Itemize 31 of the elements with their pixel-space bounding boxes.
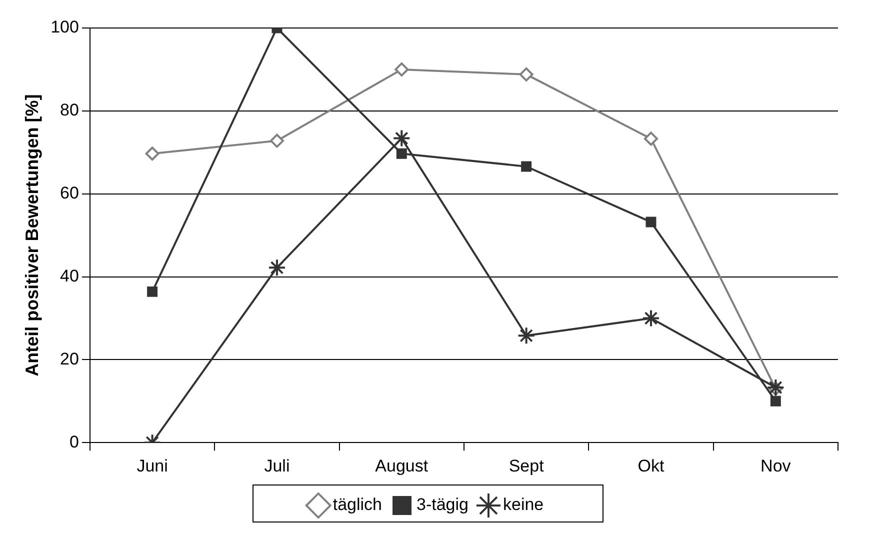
legend-label: täglich — [332, 495, 382, 514]
point — [646, 216, 656, 228]
point — [644, 132, 658, 146]
point — [642, 309, 660, 328]
point — [392, 129, 411, 148]
x-tick-label: Nov — [760, 456, 792, 476]
point — [147, 286, 158, 297]
point — [145, 146, 160, 161]
point — [519, 67, 534, 82]
y-tick-label: 60 — [60, 184, 79, 203]
y-tick-label: 80 — [60, 100, 79, 120]
point — [770, 396, 781, 406]
x-tick-label: Juni — [136, 456, 168, 476]
y-tick-label: 40 — [60, 266, 79, 286]
legend-label: keine — [502, 495, 544, 514]
point — [268, 258, 286, 277]
x-tick-label: Juli — [264, 456, 290, 476]
point — [521, 161, 532, 172]
x-tick-label: Sept — [508, 456, 544, 476]
y-tick-label: 20 — [60, 349, 79, 368]
x-tick-label: Okt — [638, 456, 664, 476]
point — [766, 378, 785, 396]
point — [270, 134, 284, 148]
point — [394, 62, 409, 76]
point — [396, 148, 407, 159]
x-tick-label: August — [375, 456, 428, 476]
y-tick-label: 100 — [50, 18, 79, 37]
y-tick-label: 0 — [69, 432, 79, 452]
point — [517, 326, 536, 345]
legend-label: 3-tägig — [416, 495, 468, 514]
y-axis-title: Anteil positiver Bewertungen [%] — [22, 94, 42, 376]
